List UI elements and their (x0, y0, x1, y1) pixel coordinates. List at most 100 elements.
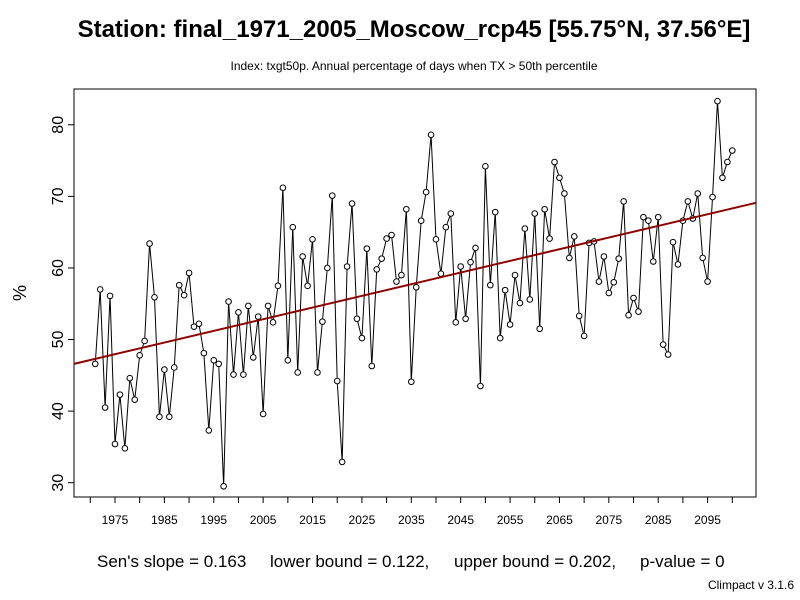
data-point-2009 (279, 184, 287, 192)
data-point-2059 (526, 296, 534, 303)
upper-bound-label: upper bound = 0.202, (454, 552, 616, 571)
series-segment-39 (287, 230, 294, 358)
series-segment-63 (405, 212, 412, 379)
series-segment-48 (331, 198, 338, 378)
data-point-2044 (452, 319, 460, 326)
series-segment-119 (683, 204, 688, 218)
data-point-2096 (709, 193, 716, 201)
data-point-2082 (640, 213, 647, 221)
series-segment-31 (248, 309, 254, 355)
series-line-group (94, 104, 732, 484)
data-point-2094 (699, 254, 706, 262)
data-point-2098 (719, 174, 726, 182)
x-tick-label-1: 1985 (151, 513, 178, 527)
data-point-2005 (259, 410, 267, 418)
series-segment-32 (253, 319, 259, 355)
series-segment-104 (609, 284, 613, 291)
series-segment-3 (109, 299, 116, 441)
series-segment-41 (297, 259, 304, 370)
series-segment-124 (707, 200, 713, 279)
data-point-2081 (635, 308, 642, 315)
data-point-1991 (190, 323, 198, 330)
data-point-2042 (442, 223, 450, 231)
data-point-2087 (664, 351, 672, 358)
data-point-2091 (684, 198, 692, 205)
series-segment-56 (371, 272, 378, 363)
series-segment-101 (593, 244, 600, 279)
series-segment-10 (144, 246, 150, 338)
data-point-2012 (294, 369, 302, 376)
series-segment-71 (446, 216, 451, 225)
data-point-1987 (170, 364, 178, 371)
data-point-2041 (437, 270, 445, 277)
series-segment-128 (728, 153, 732, 160)
y-tick-label-2: 50 (50, 331, 67, 349)
series-segment-108 (628, 300, 634, 313)
series-segment-15 (169, 370, 175, 414)
data-point-2100 (728, 147, 736, 154)
series-segment-68 (430, 137, 437, 237)
data-point-2006 (264, 302, 272, 310)
data-point-2029 (378, 255, 385, 262)
x-tick-label-7: 2045 (447, 513, 474, 527)
series-segment-14 (164, 372, 170, 414)
series-segment-117 (673, 245, 678, 262)
data-point-2020 (333, 377, 341, 385)
series-segment-28 (233, 315, 239, 372)
series-segment-1 (99, 292, 106, 405)
data-point-2054 (501, 286, 509, 294)
series-segment-112 (648, 223, 654, 259)
data-point-2079 (625, 311, 632, 319)
series-segment-34 (262, 309, 269, 411)
data-point-1985 (161, 366, 168, 373)
data-point-2021 (338, 458, 346, 466)
series-segment-83 (505, 293, 511, 322)
series-segment-38 (282, 190, 289, 358)
data-point-2097 (714, 97, 721, 105)
y-tick-label-4: 70 (50, 187, 67, 205)
x-tick-label-4: 2015 (299, 513, 326, 527)
data-point-2099 (724, 158, 731, 166)
data-point-2010 (284, 356, 292, 364)
data-point-2074 (600, 253, 608, 260)
series-segment-122 (697, 196, 703, 255)
data-point-1975 (111, 440, 119, 448)
series-segment-86 (519, 231, 526, 300)
x-tick-label-3: 2005 (250, 513, 277, 527)
series-segment-82 (500, 293, 506, 335)
series-segment-120 (688, 204, 693, 216)
series-segment-36 (272, 288, 279, 320)
series-segment-67 (425, 137, 432, 189)
data-point-2073 (595, 278, 603, 285)
x-tick-label-11: 2085 (645, 513, 672, 527)
series-segment-49 (336, 384, 343, 459)
data-point-2026 (363, 245, 371, 252)
series-segment-70 (440, 230, 447, 271)
series-segment-44 (312, 242, 318, 370)
series-segment-65 (415, 223, 422, 285)
chart-title: Station: final_1971_2005_Moscow_rcp45 [5… (78, 16, 751, 43)
data-point-2050 (482, 163, 489, 170)
series-segment-69 (435, 242, 441, 271)
data-point-2068 (570, 233, 578, 240)
data-point-1971 (91, 360, 99, 368)
series-segment-91 (544, 212, 550, 236)
data-point-2015 (309, 236, 316, 243)
series-segment-42 (302, 259, 308, 283)
series-segment-13 (159, 372, 165, 414)
data-point-2084 (649, 258, 657, 265)
series-segment-98 (579, 318, 584, 333)
series-segment-64 (410, 290, 417, 379)
data-point-2053 (496, 334, 504, 342)
data-point-1995 (210, 356, 218, 364)
data-point-2027 (368, 362, 376, 370)
credit-label: Climpact v 3.1.6 (708, 578, 794, 592)
data-point-2018 (324, 264, 331, 272)
series-segment-11 (149, 246, 155, 295)
series-segment-97 (573, 239, 580, 313)
series-segment-92 (549, 165, 555, 236)
plot-area-frame (73, 88, 757, 498)
y-axis-label: % (10, 285, 30, 301)
data-point-1992 (195, 320, 203, 328)
series-segment-61 (398, 277, 400, 280)
